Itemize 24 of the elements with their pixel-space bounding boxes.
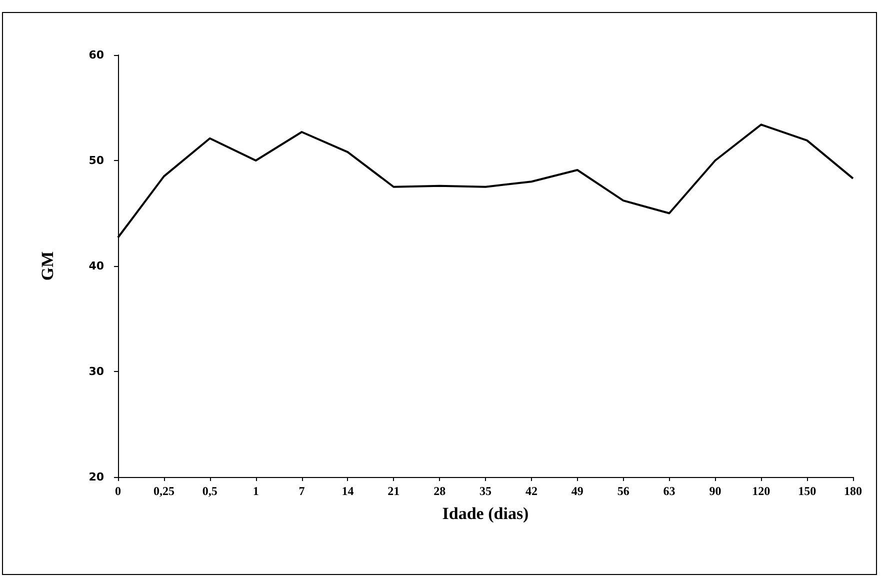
x-tick-label: 49 <box>571 484 584 498</box>
x-tick-label: 1 <box>252 484 259 498</box>
x-tick-label: 35 <box>480 484 492 498</box>
x-tick-label: 21 <box>388 484 400 498</box>
x-tick-label: 120 <box>752 484 770 498</box>
x-tick-label: 180 <box>844 484 862 498</box>
x-tick-label: 63 <box>663 484 676 498</box>
x-tick-label: 42 <box>525 484 538 498</box>
y-tick-label: 30 <box>88 365 104 378</box>
x-tick-label: 150 <box>798 484 816 498</box>
y-tick-label: 20 <box>88 470 104 484</box>
y-tick-label: 60 <box>88 48 104 62</box>
x-tick-label: 7 <box>298 484 305 498</box>
x-tick-label: 0 <box>115 484 121 498</box>
y-tick-label: 40 <box>88 260 104 272</box>
x-tick-label: 56 <box>617 484 630 498</box>
x-tick-label: 0,5 <box>202 484 218 498</box>
y-tick-label: 50 <box>88 154 104 167</box>
x-tick-label: 14 <box>342 484 354 498</box>
x-tick-label: 90 <box>709 484 722 498</box>
x-axis-title: Idade (dias) <box>442 504 529 523</box>
y-axis-title: GM <box>38 251 57 281</box>
x-tick-label: 28 <box>434 484 446 498</box>
x-tick-label: 0,25 <box>153 484 174 498</box>
